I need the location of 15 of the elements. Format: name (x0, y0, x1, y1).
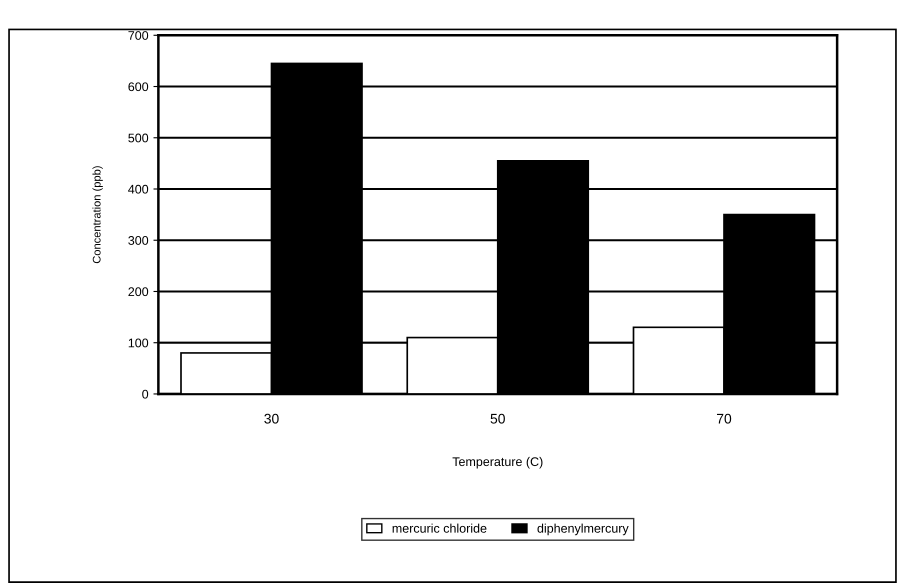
y-tick-label: 300 (128, 236, 148, 245)
y-tick-label: 400 (128, 184, 148, 194)
y-tick-label: 600 (128, 82, 148, 92)
legend-label: mercuric chloride (392, 524, 486, 533)
x-tick-label: 50 (490, 414, 505, 424)
y-tick-label: 100 (128, 338, 148, 348)
legend-label: diphenylmercury (538, 524, 629, 536)
y-tick-label: 200 (128, 287, 148, 296)
y-axis-title: Concentration (ppb) (92, 166, 103, 264)
x-tick-label: 70 (716, 414, 732, 424)
y-tick-label: 500 (128, 134, 148, 142)
x-tick-label: 30 (264, 414, 279, 424)
x-axis-title: Temperature (C) (452, 456, 542, 469)
y-tick-label: 0 (142, 390, 148, 399)
y-tick-label: 700 (128, 31, 148, 40)
